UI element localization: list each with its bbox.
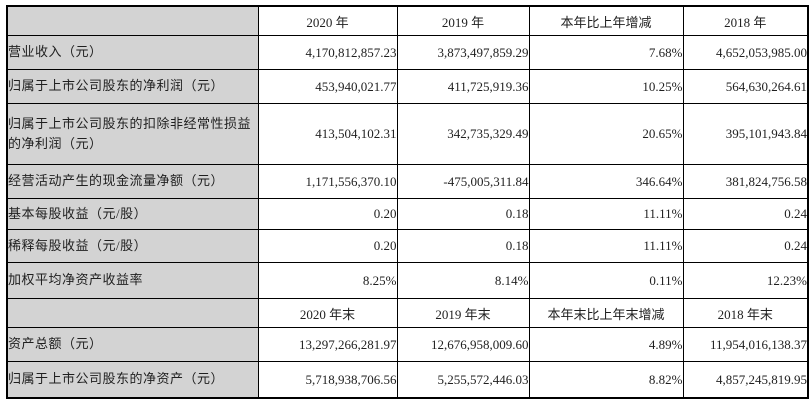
cell-2020: 5,718,938,706.56: [257, 361, 398, 399]
cell-2018: 11,954,016,138.37: [682, 327, 809, 362]
cell-2019: -475,005,311.84: [396, 164, 530, 199]
table-row-weighted-avg-roe: 加权平均净资产收益率 8.25% 8.14% 0.11% 12.23%: [6, 262, 809, 299]
cell-2019: 8.14%: [396, 262, 530, 299]
header-eoy-change: 本年末比上年末增减: [528, 298, 684, 328]
cell-2018: 4,857,245,819.95: [682, 361, 809, 399]
cell-change: 7.68%: [528, 35, 684, 70]
header-2019-eoy: 2019 年末: [396, 298, 530, 328]
cell-change: 11.11%: [528, 229, 684, 263]
table-row-net-profit-deducted: 归属于上市公司股东的扣除非经常性损益的净利润（元） 413,504,102.31…: [6, 103, 809, 165]
cell-2020: 453,940,021.77: [257, 69, 398, 104]
cell-2018: 12.23%: [682, 262, 809, 299]
header-yoy-change: 本年比上年增减: [528, 5, 684, 36]
cell-2020: 1,171,556,370.10: [257, 164, 398, 199]
header-2018-eoy: 2018 年末: [682, 298, 809, 328]
cell-2020: 13,297,266,281.97: [257, 327, 398, 362]
header-2020-eoy: 2020 年末: [257, 298, 398, 328]
cell-2019: 411,725,919.36: [396, 69, 530, 104]
table-row-diluted-eps: 稀释每股收益（元/股） 0.20 0.18 11.11% 0.24: [6, 229, 809, 263]
cell-change: 346.64%: [528, 164, 684, 199]
cell-2018: 395,101,943.84: [682, 103, 809, 165]
cell-2020: 8.25%: [257, 262, 398, 299]
cell-change: 10.25%: [528, 69, 684, 104]
cell-2020: 413,504,102.31: [257, 103, 398, 165]
cell-2019: 12,676,958,009.60: [396, 327, 530, 362]
row-label: 基本每股收益（元/股）: [6, 198, 259, 230]
cell-2018: 0.24: [682, 198, 809, 230]
table-row-operating-cash-flow: 经营活动产生的现金流量净额（元） 1,171,556,370.10 -475,0…: [6, 164, 809, 199]
cell-2018: 564,630,264.61: [682, 69, 809, 104]
header-2019: 2019 年: [396, 5, 530, 36]
cell-change: 0.11%: [528, 262, 684, 299]
cell-2020: 0.20: [257, 198, 398, 230]
financial-summary-table: 2020 年 2019 年 本年比上年增减 2018 年 营业收入（元） 4,1…: [6, 5, 809, 399]
cell-change: 11.11%: [528, 198, 684, 230]
cell-2020: 0.20: [257, 229, 398, 263]
cell-2019: 342,735,329.49: [396, 103, 530, 165]
key-indicators-table: 2020 年 2019 年 本年比上年增减 2018 年 营业收入（元） 4,1…: [6, 5, 809, 399]
row-label: 归属于上市公司股东的扣除非经常性损益的净利润（元）: [6, 103, 259, 165]
cell-2019: 0.18: [396, 198, 530, 230]
cell-2018: 0.24: [682, 229, 809, 263]
cell-2019: 0.18: [396, 229, 530, 263]
corner-cell: [6, 298, 259, 328]
table-row-revenue: 营业收入（元） 4,170,812,857.23 3,873,497,859.2…: [6, 35, 809, 70]
row-label: 加权平均净资产收益率: [6, 262, 259, 299]
header-2018: 2018 年: [682, 5, 809, 36]
cell-2020: 4,170,812,857.23: [257, 35, 398, 70]
cell-change: 20.65%: [528, 103, 684, 165]
table-row-net-profit: 归属于上市公司股东的净利润（元） 453,940,021.77 411,725,…: [6, 69, 809, 104]
header-2020: 2020 年: [257, 5, 398, 36]
cell-change: 8.82%: [528, 361, 684, 399]
cell-2018: 381,824,756.58: [682, 164, 809, 199]
row-label: 稀释每股收益（元/股）: [6, 229, 259, 263]
table-row-basic-eps: 基本每股收益（元/股） 0.20 0.18 11.11% 0.24: [6, 198, 809, 230]
cell-change: 4.89%: [528, 327, 684, 362]
annual-header-row: 2020 年 2019 年 本年比上年增减 2018 年: [6, 5, 809, 36]
cell-2019: 5,255,572,446.03: [396, 361, 530, 399]
row-label: 资产总额（元）: [6, 327, 259, 362]
eoy-header-row: 2020 年末 2019 年末 本年末比上年末增减 2018 年末: [6, 298, 809, 328]
cell-2018: 4,652,053,985.00: [682, 35, 809, 70]
row-label: 经营活动产生的现金流量净额（元）: [6, 164, 259, 199]
row-label: 营业收入（元）: [6, 35, 259, 70]
row-label: 归属于上市公司股东的净资产（元）: [6, 361, 259, 399]
corner-cell: [6, 5, 259, 36]
table-row-net-assets: 归属于上市公司股东的净资产（元） 5,718,938,706.56 5,255,…: [6, 361, 809, 399]
row-label: 归属于上市公司股东的净利润（元）: [6, 69, 259, 104]
cell-2019: 3,873,497,859.29: [396, 35, 530, 70]
table-row-total-assets: 资产总额（元） 13,297,266,281.97 12,676,958,009…: [6, 327, 809, 362]
